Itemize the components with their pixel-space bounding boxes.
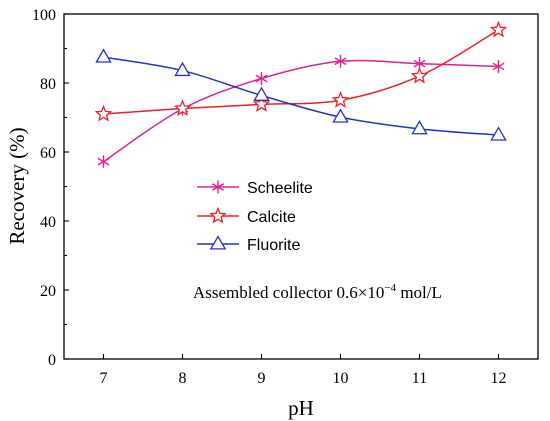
legend-item-calcite: Calcite [197, 206, 296, 226]
y-tick-label-100: 100 [32, 7, 56, 24]
legend-marker-triangle-icon [209, 235, 227, 250]
annotation-exponent: −4 [384, 282, 396, 294]
data-point-fluorite-7 [95, 48, 112, 63]
x-tick-label-9: 9 [258, 370, 266, 387]
x-tick-label-10: 10 [333, 370, 349, 387]
data-point-calcite-8 [173, 99, 192, 117]
data-point-calcite-12 [489, 20, 508, 38]
y-tick-label-60: 60 [40, 145, 56, 162]
x-axis-label: pH [288, 396, 314, 420]
data-point-calcite-9 [252, 95, 271, 112]
data-point-fluorite-11 [411, 120, 428, 135]
series-line-calcite [103, 29, 499, 115]
series-layer [94, 20, 508, 169]
annotation-prefix: Assembled collector 0.6×10 [193, 283, 384, 302]
y-axis-label: Recovery (%) [5, 127, 29, 244]
data-point-calcite-7 [94, 104, 113, 122]
chart-annotation: Assembled collector 0.6×10−4 mol/L [193, 282, 442, 302]
legend-label-fluorite: Fluorite [247, 237, 300, 254]
y-tick-label-20: 20 [40, 283, 56, 300]
series-scheelite [97, 54, 505, 169]
data-point-fluorite-12 [490, 126, 507, 141]
legend-marker-fluorite [209, 235, 227, 250]
x-tick-label-11: 11 [412, 370, 427, 387]
y-tick-label-0: 0 [48, 352, 56, 369]
legend-label-calcite: Calcite [247, 209, 296, 226]
data-point-scheelite-12 [492, 59, 505, 73]
y-tick-label-80: 80 [40, 76, 56, 93]
legend: Scheelite Calcite Fluorite [197, 180, 313, 254]
x-tick-label-12: 12 [491, 370, 507, 387]
legend-label-scheelite: Scheelite [247, 180, 313, 197]
legend-marker-star-icon [209, 206, 227, 224]
x-tick-label-7: 7 [100, 370, 108, 387]
series-calcite [94, 20, 508, 122]
legend-item-fluorite: Fluorite [197, 235, 300, 254]
data-point-scheelite-7 [97, 155, 110, 169]
series-line-fluorite [103, 56, 499, 136]
y-tick-label-40: 40 [40, 214, 56, 231]
data-point-scheelite-9 [255, 72, 268, 86]
data-point-fluorite-8 [174, 61, 191, 77]
data-point-fluorite-10 [332, 108, 349, 123]
series-line-scheelite [103, 59, 499, 163]
tick-layer: 7 8 9 10 11 12 0 20 40 60 80 100 [32, 7, 507, 387]
x-tick-label-8: 8 [179, 370, 187, 387]
legend-item-scheelite: Scheelite [197, 180, 313, 197]
legend-marker-asterisk-icon [212, 180, 224, 194]
data-point-calcite-11 [410, 66, 429, 84]
data-point-fluorite-9 [253, 86, 270, 101]
data-point-scheelite-10 [334, 54, 347, 68]
data-point-calcite-10 [331, 91, 350, 108]
series-fluorite [95, 48, 507, 141]
legend-marker-scheelite [212, 180, 224, 194]
annotation-suffix: mol/L [396, 283, 442, 302]
legend-marker-calcite [209, 206, 227, 224]
